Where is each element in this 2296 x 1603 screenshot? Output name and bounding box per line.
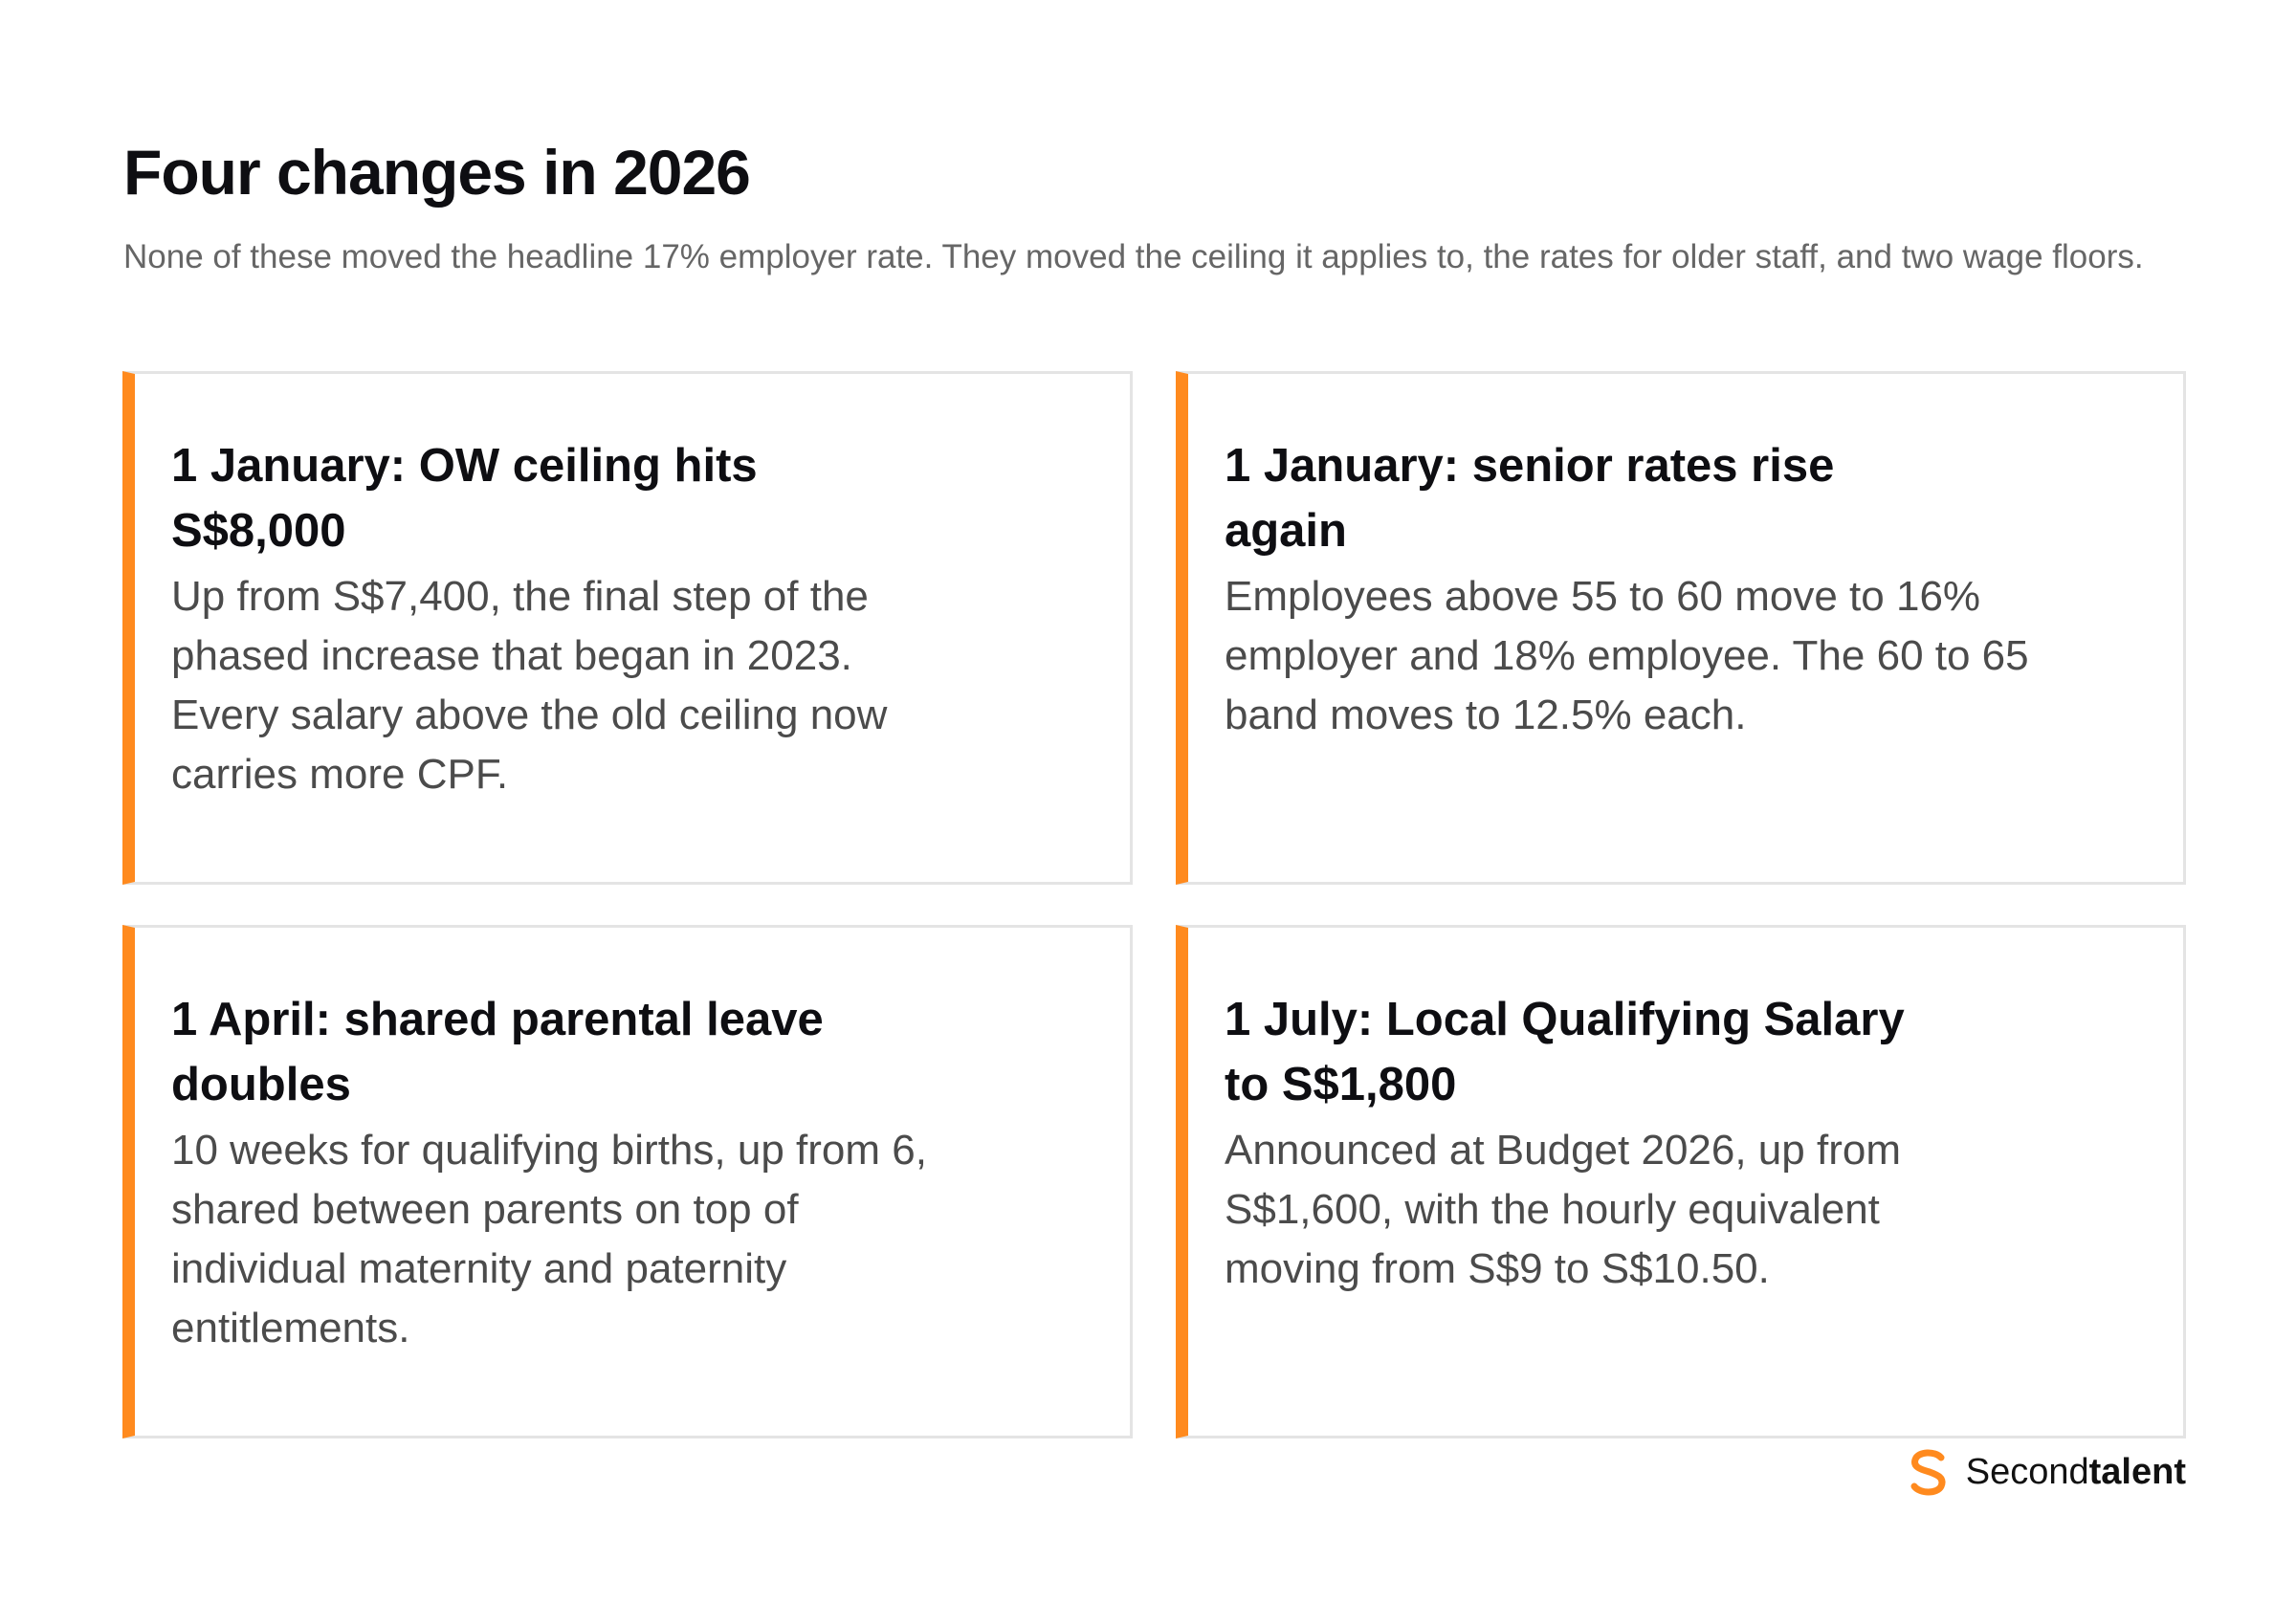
- change-card-parental-leave: 1 April: shared parental leave doubles 1…: [122, 925, 1133, 1438]
- brand-name: Secondtalent: [1966, 1452, 2186, 1493]
- brand-name-regular: Second: [1965, 1451, 2089, 1492]
- brand-logo: Secondtalent: [1903, 1446, 2186, 1498]
- card-title: 1 April: shared parental leave doubles: [171, 994, 824, 1110]
- change-card-ow-ceiling: 1 January: OW ceiling hits S$8,000 Up fr…: [122, 371, 1133, 885]
- page-subtitle: None of these moved the headline 17% emp…: [123, 238, 2144, 275]
- card-body: 10 weeks for qualifying births, up from …: [171, 1127, 927, 1351]
- changes-grid: 1 January: OW ceiling hits S$8,000 Up fr…: [122, 371, 2186, 1438]
- brand-name-bold: talent: [2088, 1451, 2186, 1492]
- page-title: Four changes in 2026: [123, 137, 751, 208]
- card-title: 1 January: OW ceiling hits S$8,000: [171, 440, 758, 557]
- card-body: Up from S$7,400, the final step of the p…: [171, 573, 888, 798]
- card-title: 1 July: Local Qualifying Salary to S$1,8…: [1225, 994, 1905, 1110]
- secondtalent-logo-icon: [1910, 1449, 1946, 1496]
- card-body: Announced at Budget 2026, up from S$1,60…: [1225, 1127, 1901, 1292]
- change-card-senior-rates: 1 January: senior rates rise again Emplo…: [1176, 371, 2186, 885]
- card-title: 1 January: senior rates rise again: [1225, 440, 1835, 557]
- change-card-lqs: 1 July: Local Qualifying Salary to S$1,8…: [1176, 925, 2186, 1438]
- card-body: Employees above 55 to 60 move to 16% emp…: [1225, 573, 2029, 738]
